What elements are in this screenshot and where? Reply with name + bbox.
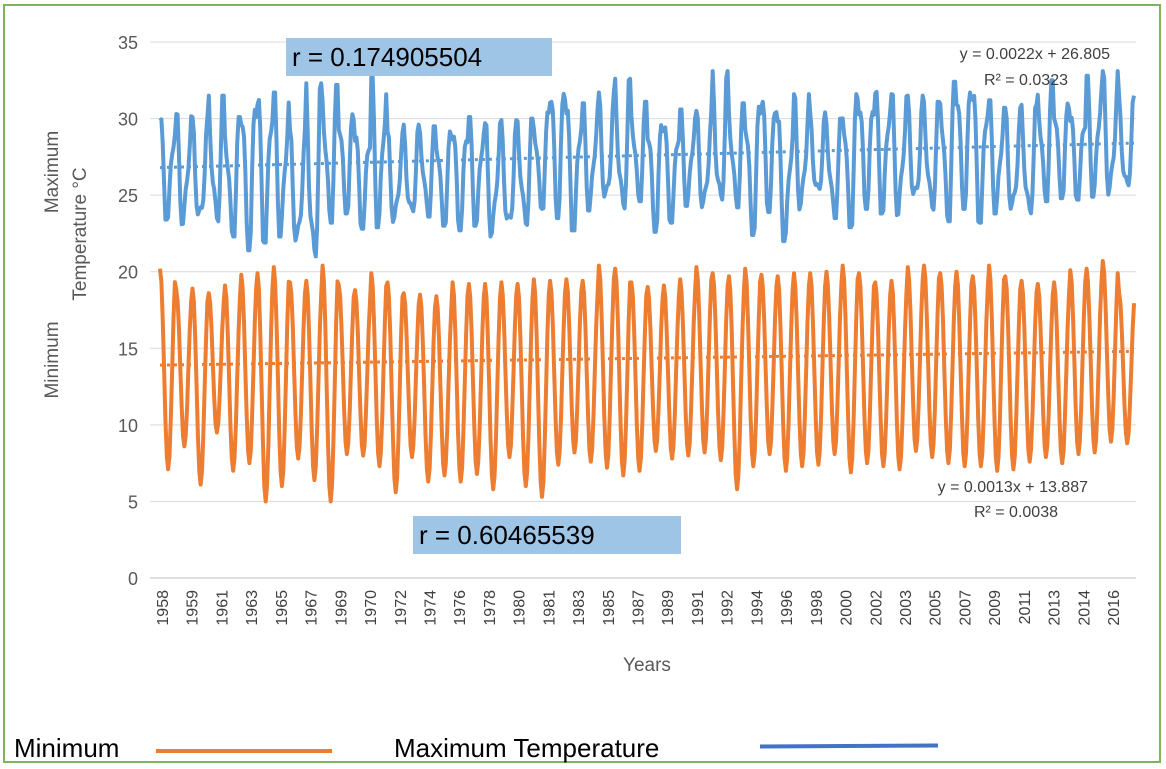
x-tick-label: 2007: [957, 590, 974, 626]
x-tick-label: 2014: [1076, 590, 1093, 626]
x-tick-label: 1970: [363, 590, 380, 626]
x-tick-label: 2011: [1017, 590, 1034, 625]
y-tick-label: 15: [118, 339, 138, 359]
x-tick-label: 1998: [809, 590, 826, 626]
x-tick-label: 1989: [660, 590, 677, 626]
y-axis-label-temperature: Temperature °C: [70, 167, 91, 300]
x-tick-label: 1996: [779, 590, 796, 626]
x-tick-label: 1981: [541, 590, 558, 626]
x-tick-label: 1972: [393, 590, 410, 626]
x-axis-ticks: 1958 1959 1961 1963 1965 1967 1969 1970 1972 1974…: [155, 590, 1123, 626]
x-tick-label: 1976: [452, 590, 469, 626]
y-tick-label: 0: [128, 569, 138, 589]
y-axis-label-maximum: Maximum: [42, 131, 63, 213]
x-tick-label: 1965: [274, 590, 291, 626]
trendlines: [159, 141, 1135, 367]
y-axis-ticks: 0 5 10 15 20 25 30 35: [118, 33, 138, 589]
y-tick-label: 35: [118, 33, 138, 53]
legend-minimum-swatch: [156, 749, 332, 753]
r-max-annotation: r = 0.174905504: [286, 38, 552, 76]
x-tick-label: 1959: [185, 590, 202, 626]
y-tick-label: 5: [128, 492, 138, 512]
r-min-annotation: r = 0.60465539: [413, 516, 681, 554]
max-trend-r2: R² = 0.0323: [984, 72, 1068, 89]
series-lines: [158, 69, 1136, 504]
x-tick-label: 1991: [690, 590, 707, 626]
y-axis-label-minimum: Minimum: [42, 321, 63, 398]
x-tick-label: 1983: [571, 590, 588, 626]
x-tick-label: 1974: [422, 590, 439, 626]
min-trend-equation: y = 0.0013x + 13.887: [938, 479, 1088, 496]
x-tick-label: 2009: [987, 590, 1004, 626]
x-tick-label: 1992: [720, 590, 737, 626]
series-maximum-line: [158, 69, 1136, 259]
legend: Minimum Maximum Temperature: [0, 725, 1166, 769]
x-tick-label: 1978: [482, 590, 499, 626]
x-tick-label: 2013: [1047, 590, 1064, 626]
min-trend-r2: R² = 0.0038: [974, 504, 1058, 521]
x-tick-label: 1985: [601, 590, 618, 626]
x-tick-label: 1963: [244, 590, 261, 626]
x-tick-label: 2002: [868, 590, 885, 626]
y-tick-label: 10: [118, 416, 138, 436]
legend-minimum-label: Minimum: [14, 733, 120, 763]
x-tick-label: 2003: [898, 590, 915, 626]
x-tick-label: 1958: [155, 590, 172, 626]
x-tick-label: 2005: [928, 590, 945, 626]
trendline-minimum: [159, 349, 1135, 367]
trendline-maximum: [159, 141, 1135, 170]
x-tick-label: 1994: [749, 590, 766, 626]
x-tick-label: 2000: [839, 590, 856, 626]
legend-maximum-swatch: [759, 743, 939, 749]
chart-frame: [3, 4, 1161, 763]
x-tick-label: 2016: [1106, 590, 1123, 626]
y-tick-label: 30: [118, 110, 138, 130]
x-tick-label: 1969: [333, 590, 350, 626]
x-tick-label: 1987: [631, 590, 648, 626]
series-minimum-line: [158, 259, 1136, 504]
y-tick-label: 25: [118, 186, 138, 206]
x-tick-label: 1961: [214, 590, 231, 626]
x-axis-label: Years: [623, 655, 671, 676]
x-tick-label: 1967: [304, 590, 321, 626]
legend-maximum-label: Maximum Temperature: [394, 733, 660, 763]
max-trend-equation: y = 0.0022x + 26.805: [960, 46, 1110, 63]
y-tick-label: 20: [118, 263, 138, 283]
x-tick-label: 1980: [512, 590, 529, 626]
